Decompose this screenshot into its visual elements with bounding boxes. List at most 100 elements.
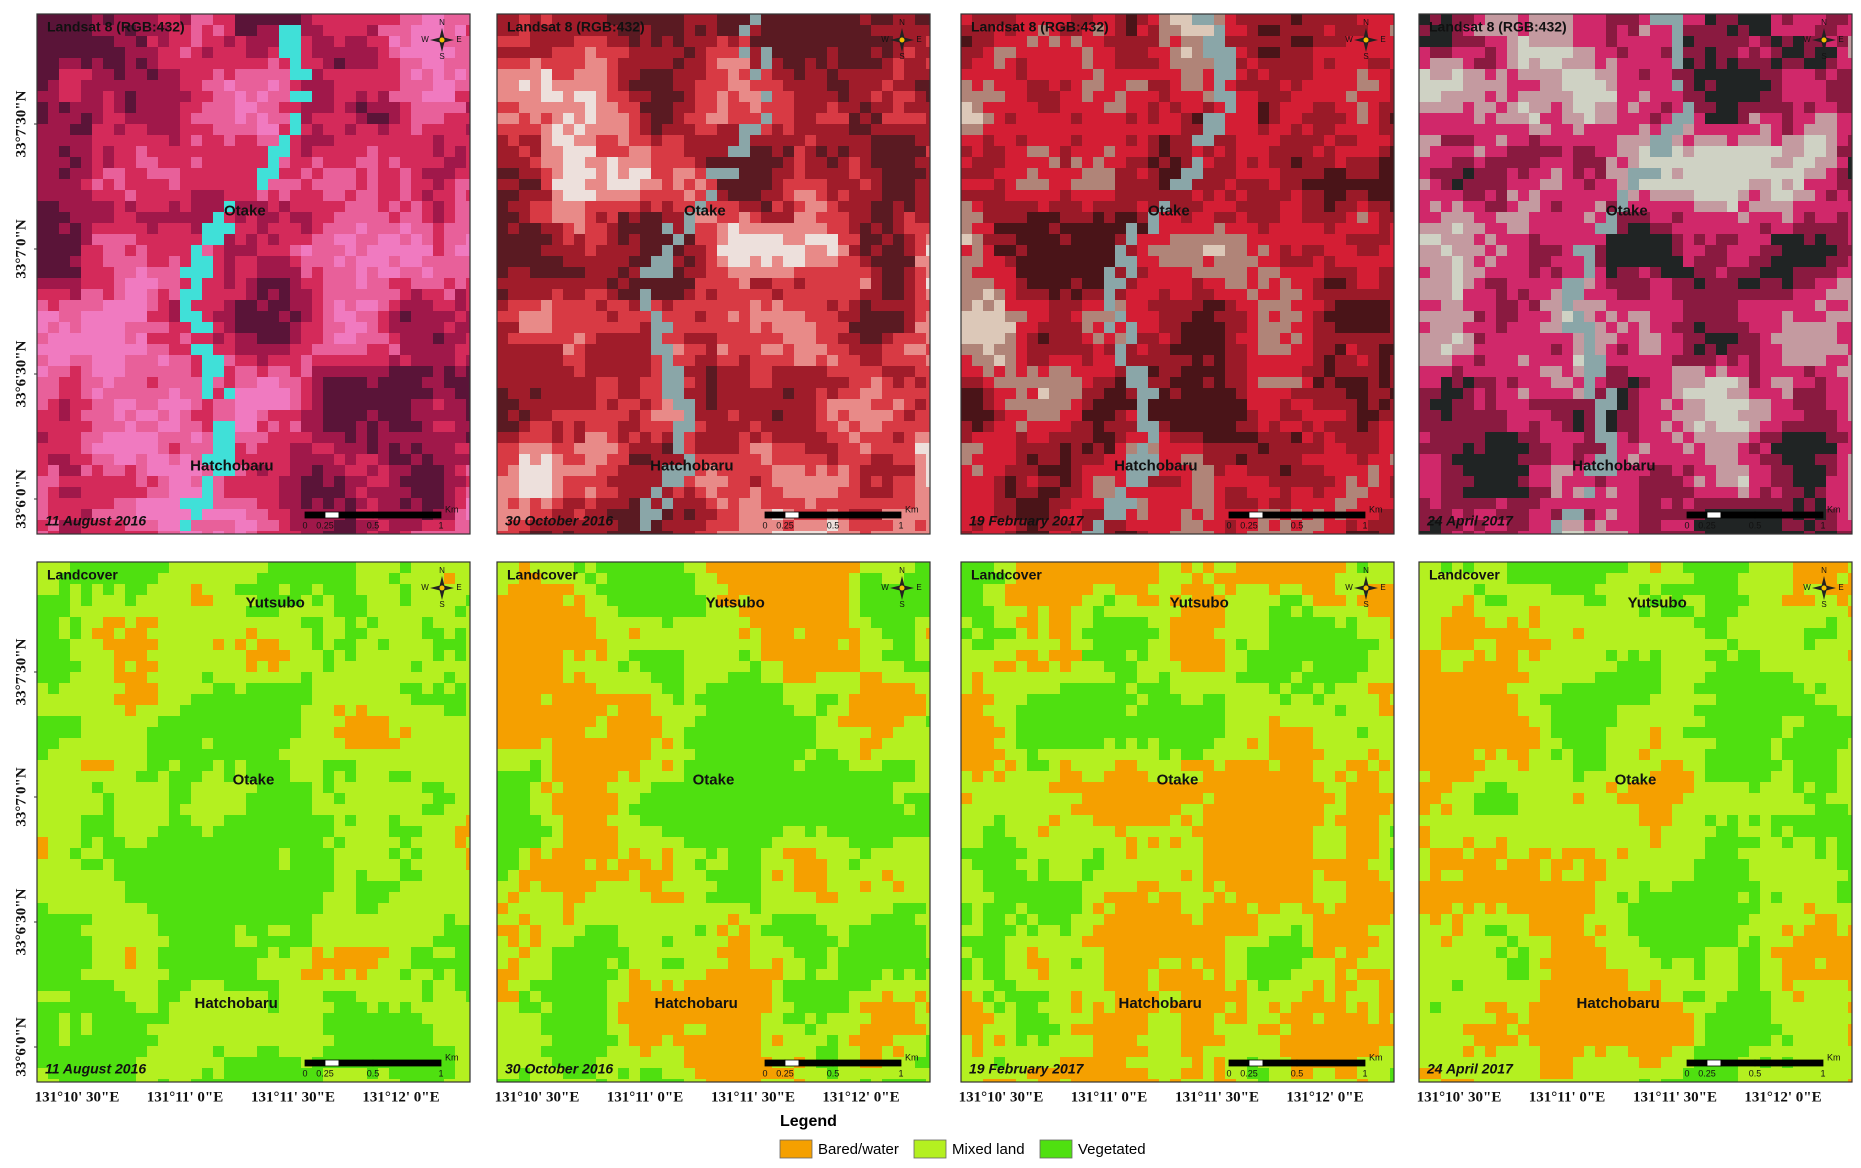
map-pixel [290,80,301,91]
map-pixel [48,344,59,355]
map-pixel [37,47,48,58]
map-pixel [147,487,158,498]
map-pixel [59,25,70,36]
map-pixel [849,36,860,47]
map-pixel [750,69,761,80]
map-pixel [455,80,466,91]
map-pixel [1368,80,1379,91]
map-pixel [1137,311,1148,322]
map-pixel [1203,278,1214,289]
map-pixel [695,322,706,333]
map-pixel [596,476,607,487]
map-pixel [552,223,563,234]
map-pixel [750,168,761,179]
map-pixel [994,102,1005,113]
map-pixel [444,366,455,377]
map-pixel [1027,146,1038,157]
map-pixel [1016,47,1027,58]
map-pixel [673,168,684,179]
map-pixel [1093,289,1104,300]
map-pixel [202,124,213,135]
map-pixel [466,113,470,124]
map-pixel [268,179,279,190]
map-pixel [552,487,563,498]
map-pixel [1126,267,1137,278]
map-pixel [1093,223,1104,234]
map-pixel [1049,80,1060,91]
map-pixel [530,245,541,256]
map-pixel [191,168,202,179]
map-pixel [411,322,422,333]
map-pixel [695,421,706,432]
map-pixel [70,509,81,520]
map-pixel [1357,190,1368,201]
map-pixel [750,190,761,201]
map-pixel [915,366,926,377]
map-pixel [1324,113,1335,124]
map-pixel [574,289,585,300]
map-pixel [400,113,411,124]
map-pixel [972,80,983,91]
map-pixel [1390,300,1394,311]
map-pixel [640,14,651,25]
map-pixel [849,465,860,476]
map-pixel [596,234,607,245]
map-pixel [1225,311,1236,322]
map-pixel [871,520,882,531]
map-pixel [772,465,783,476]
map-pixel [805,289,816,300]
map-pixel [48,498,59,509]
map-pixel [1181,300,1192,311]
map-pixel [169,520,180,531]
map-pixel [37,80,48,91]
map-pixel [345,113,356,124]
map-pixel [1016,256,1027,267]
map-pixel [972,91,983,102]
map-pixel [662,509,673,520]
map-pixel [1368,267,1379,278]
map-pixel [750,223,761,234]
map-pixel [530,487,541,498]
map-pixel [1104,168,1115,179]
map-pixel [257,410,268,421]
map-pixel [367,69,378,80]
map-pixel [268,476,279,487]
map-pixel [684,487,695,498]
map-pixel [1379,190,1390,201]
map-pixel [422,355,433,366]
map-pixel [81,234,92,245]
map-pixel [389,80,400,91]
map-pixel [1302,278,1313,289]
map-pixel [552,102,563,113]
map-pixel [651,267,662,278]
map-pixel [312,355,323,366]
map-pixel [618,91,629,102]
map-pixel [455,212,466,223]
map-pixel [893,300,904,311]
map-pixel [585,377,596,388]
map-pixel [607,333,618,344]
map-pixel [312,135,323,146]
map-pixel [794,377,805,388]
map-pixel [563,278,574,289]
map-pixel [1049,300,1060,311]
map-pixel [1071,69,1082,80]
map-pixel [92,36,103,47]
map-pixel [301,14,312,25]
map-pixel [794,520,805,531]
map-pixel [224,135,235,146]
map-pixel [794,300,805,311]
map-pixel [772,399,783,410]
map-pixel [323,80,334,91]
map-pixel [816,465,827,476]
map-pixel [794,443,805,454]
map-pixel [871,366,882,377]
map-pixel [640,487,651,498]
map-pixel [1324,135,1335,146]
map-pixel [312,223,323,234]
map-pixel [497,465,508,476]
map-pixel [915,157,926,168]
map-pixel [334,47,345,58]
map-pixel [92,322,103,333]
map-pixel [378,58,389,69]
